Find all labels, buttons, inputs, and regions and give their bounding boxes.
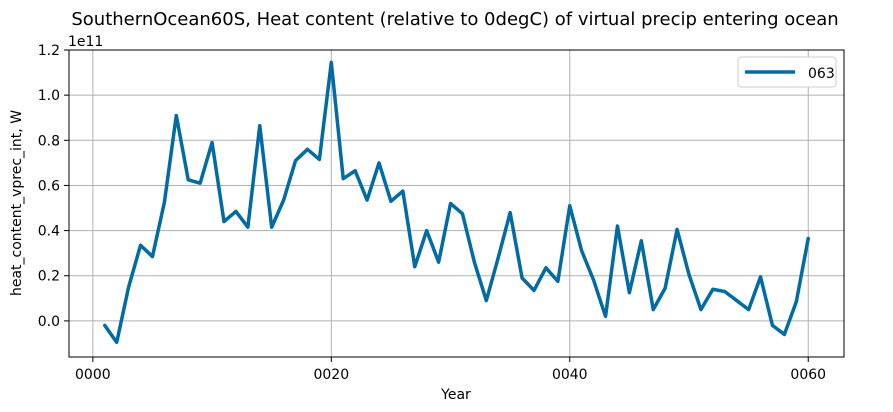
plot-frame [68,49,845,358]
y-tick-label: 1.0 [38,88,60,104]
y-offset-label: 1e11 [68,34,103,50]
x-tick-label: 0060 [790,367,826,383]
series-layer [103,60,810,345]
x-axis-label: Year [440,387,471,403]
grid [69,49,844,357]
y-axis-label: heat_content_vprec_int, W [9,110,25,296]
y-tick-label: 0.2 [38,269,60,285]
x-tick-label: 0040 [552,367,588,383]
chart-title: SouthernOcean60S, Heat content (relative… [71,9,838,30]
axis-ticks: 0000 0020 0040 0060 0.0 0.2 0.4 0.6 0.8 1.0 1.2 [38,43,826,383]
y-tick-label: 0.6 [38,178,60,194]
y-tick-label: 0.0 [38,314,60,330]
x-tick-label: 0020 [313,367,349,383]
x-tick-label: 0000 [75,367,111,383]
y-tick-label: 1.2 [38,43,60,59]
series-line-063 [103,60,810,345]
y-tick-label: 0.8 [38,133,60,149]
legend-label-063: 063 [808,66,835,82]
y-tick-label: 0.4 [38,224,60,240]
legend: 063 [737,56,837,88]
